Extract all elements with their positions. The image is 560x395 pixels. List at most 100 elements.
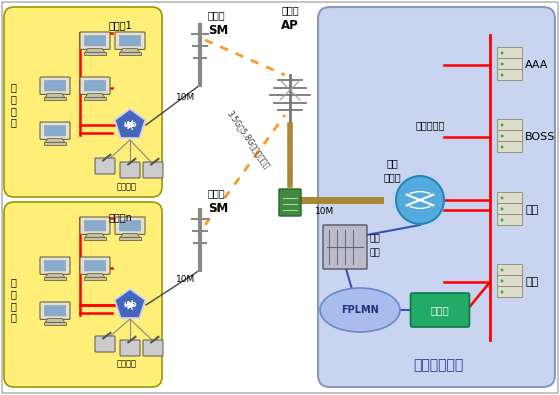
FancyBboxPatch shape bbox=[115, 32, 145, 49]
Text: 计费营帐中心: 计费营帐中心 bbox=[413, 358, 463, 372]
Text: 路由器: 路由器 bbox=[383, 172, 401, 182]
FancyBboxPatch shape bbox=[44, 305, 66, 316]
Polygon shape bbox=[115, 109, 145, 138]
FancyBboxPatch shape bbox=[44, 125, 66, 136]
FancyBboxPatch shape bbox=[119, 35, 141, 46]
FancyBboxPatch shape bbox=[115, 217, 145, 234]
Text: 办公电话: 办公电话 bbox=[117, 182, 137, 191]
FancyBboxPatch shape bbox=[497, 275, 522, 286]
Text: 办公电话: 办公电话 bbox=[117, 359, 137, 368]
Polygon shape bbox=[45, 318, 65, 322]
FancyBboxPatch shape bbox=[80, 217, 110, 234]
Text: 3.5G或5.8G宽带无线接入: 3.5G或5.8G宽带无线接入 bbox=[225, 109, 271, 171]
Text: 营业厅1: 营业厅1 bbox=[108, 20, 132, 30]
FancyBboxPatch shape bbox=[95, 336, 115, 352]
FancyBboxPatch shape bbox=[497, 141, 522, 152]
FancyBboxPatch shape bbox=[318, 7, 555, 387]
Polygon shape bbox=[44, 97, 66, 100]
Polygon shape bbox=[119, 52, 141, 55]
Text: 计费: 计费 bbox=[525, 277, 538, 287]
Text: 用户点: 用户点 bbox=[208, 188, 226, 198]
Polygon shape bbox=[84, 52, 106, 55]
Polygon shape bbox=[45, 273, 65, 277]
FancyBboxPatch shape bbox=[120, 162, 140, 178]
Text: IAD: IAD bbox=[123, 302, 137, 308]
Polygon shape bbox=[85, 273, 105, 277]
Text: 营
业
终
端: 营 业 终 端 bbox=[10, 278, 16, 322]
FancyBboxPatch shape bbox=[44, 260, 66, 271]
FancyBboxPatch shape bbox=[40, 77, 70, 94]
Polygon shape bbox=[44, 142, 66, 145]
Text: AP: AP bbox=[281, 19, 299, 32]
Text: AAA: AAA bbox=[525, 60, 548, 70]
FancyBboxPatch shape bbox=[80, 77, 110, 94]
Polygon shape bbox=[84, 237, 106, 240]
Text: SM: SM bbox=[208, 23, 228, 36]
FancyBboxPatch shape bbox=[497, 265, 522, 275]
FancyBboxPatch shape bbox=[497, 47, 522, 58]
Circle shape bbox=[501, 51, 503, 55]
FancyBboxPatch shape bbox=[44, 80, 66, 91]
Text: 接入: 接入 bbox=[386, 158, 398, 168]
Polygon shape bbox=[45, 93, 65, 97]
FancyBboxPatch shape bbox=[497, 203, 522, 214]
Circle shape bbox=[501, 269, 503, 271]
Text: 10M: 10M bbox=[315, 207, 335, 216]
Text: 软交换: 软交换 bbox=[431, 305, 449, 315]
Polygon shape bbox=[84, 277, 106, 280]
Polygon shape bbox=[44, 322, 66, 325]
Text: FPLMN: FPLMN bbox=[341, 305, 379, 315]
FancyBboxPatch shape bbox=[40, 122, 70, 139]
FancyBboxPatch shape bbox=[40, 302, 70, 320]
Circle shape bbox=[501, 62, 503, 66]
FancyBboxPatch shape bbox=[143, 162, 163, 178]
Text: SM: SM bbox=[208, 201, 228, 214]
Text: 中心点: 中心点 bbox=[281, 5, 299, 15]
FancyBboxPatch shape bbox=[95, 158, 115, 174]
FancyBboxPatch shape bbox=[119, 220, 141, 231]
FancyBboxPatch shape bbox=[84, 220, 106, 231]
FancyBboxPatch shape bbox=[497, 192, 522, 203]
Polygon shape bbox=[119, 237, 141, 240]
Polygon shape bbox=[45, 138, 65, 142]
FancyBboxPatch shape bbox=[279, 189, 301, 216]
Text: 网关: 网关 bbox=[369, 248, 380, 258]
Polygon shape bbox=[44, 277, 66, 280]
FancyBboxPatch shape bbox=[120, 340, 140, 356]
FancyBboxPatch shape bbox=[84, 80, 106, 91]
Ellipse shape bbox=[320, 288, 400, 332]
Circle shape bbox=[501, 196, 503, 199]
Text: 营业厅n: 营业厅n bbox=[108, 212, 132, 222]
FancyBboxPatch shape bbox=[80, 257, 110, 275]
Circle shape bbox=[396, 176, 444, 224]
Polygon shape bbox=[85, 49, 105, 53]
Text: 中心局域网: 中心局域网 bbox=[416, 120, 445, 130]
Text: 营
业
终
端: 营 业 终 端 bbox=[10, 83, 16, 128]
FancyBboxPatch shape bbox=[143, 340, 163, 356]
Text: 10M: 10M bbox=[176, 94, 195, 102]
FancyBboxPatch shape bbox=[497, 286, 522, 297]
FancyBboxPatch shape bbox=[40, 257, 70, 275]
Text: BOSS: BOSS bbox=[525, 132, 556, 142]
Text: 10M: 10M bbox=[176, 275, 195, 284]
Circle shape bbox=[501, 135, 503, 137]
Text: 中继: 中继 bbox=[369, 235, 380, 243]
Polygon shape bbox=[120, 233, 140, 237]
Polygon shape bbox=[120, 49, 140, 53]
FancyBboxPatch shape bbox=[4, 202, 162, 387]
FancyBboxPatch shape bbox=[497, 130, 522, 141]
Text: IAD: IAD bbox=[123, 122, 137, 128]
FancyBboxPatch shape bbox=[410, 293, 469, 327]
FancyBboxPatch shape bbox=[323, 225, 367, 269]
FancyBboxPatch shape bbox=[4, 7, 162, 197]
Polygon shape bbox=[85, 233, 105, 237]
Text: 用户点: 用户点 bbox=[208, 10, 226, 20]
FancyBboxPatch shape bbox=[84, 260, 106, 271]
Polygon shape bbox=[85, 93, 105, 97]
Circle shape bbox=[501, 280, 503, 282]
Circle shape bbox=[501, 145, 503, 149]
Circle shape bbox=[501, 124, 503, 126]
FancyBboxPatch shape bbox=[84, 35, 106, 46]
Polygon shape bbox=[115, 289, 145, 318]
Polygon shape bbox=[84, 97, 106, 100]
